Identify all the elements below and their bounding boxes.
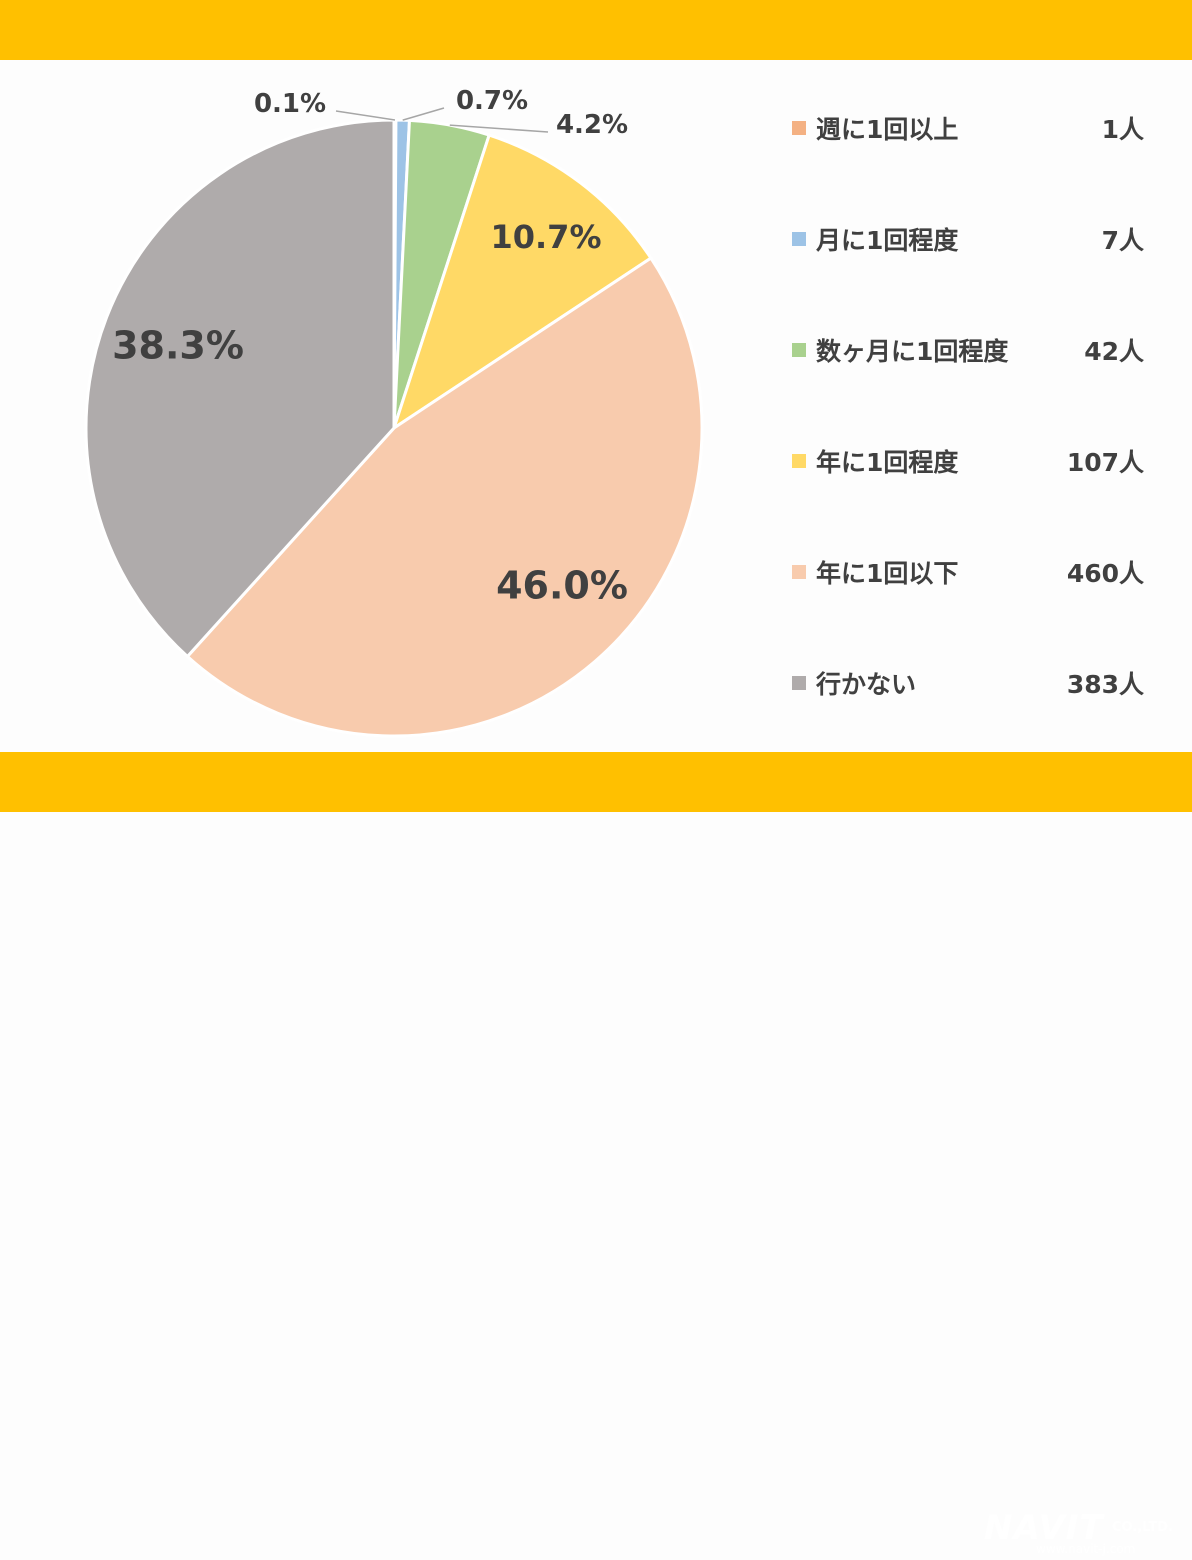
logo-suffix: CO.,LTD. xyxy=(1112,1520,1173,1535)
pie-chart: 0.1% 0.7% 4.2% 10.7% 46.0% 38.3% xyxy=(84,86,704,738)
legend-label: 年に1回程度 xyxy=(816,448,959,477)
logo-url: www.navit-j.com xyxy=(1036,1542,1136,1556)
legend-count: 460人 xyxy=(1066,559,1144,588)
legend-item: 年に1回程度 107人 xyxy=(792,441,1144,481)
legend-count: 7人 xyxy=(1101,226,1144,255)
legend-item: 月に1回程度 7人 xyxy=(792,219,1144,259)
legend-label: 週に1回以上 xyxy=(816,115,959,144)
data-label: 10.7% xyxy=(490,218,601,256)
pie-slice xyxy=(185,256,704,738)
legend-swatch xyxy=(792,232,806,246)
company-logo: NAVIT CO.,LTD. www.navit-j.com xyxy=(984,1508,1184,1560)
legend-label: 月に1回程度 xyxy=(816,226,959,255)
legend-count: 383人 xyxy=(1066,670,1144,699)
pie-slice xyxy=(391,133,653,432)
bottom-banner: NAVIT CO.,LTD. www.navit-j.com xyxy=(0,752,1192,1556)
legend-item: 行かない 383人 xyxy=(792,663,1144,703)
legend-count: 107人 xyxy=(1066,448,1144,477)
data-label: 4.2% xyxy=(556,110,628,140)
legend-label: 数ヶ月に1回程度 xyxy=(816,337,1009,366)
legend-label: 行かない xyxy=(816,670,917,699)
legend-swatch xyxy=(792,565,806,579)
legend-count: 42人 xyxy=(1084,337,1144,366)
legend-swatch xyxy=(792,121,806,135)
legend-count: 1人 xyxy=(1101,115,1144,144)
legend-label: 年に1回以下 xyxy=(816,559,959,588)
leader-line xyxy=(449,124,549,133)
pie-slice xyxy=(84,118,396,659)
legend-item: 年に1回以下 460人 xyxy=(792,552,1144,592)
legend-item: 週に1回以上 1人 xyxy=(792,108,1144,148)
data-label: 0.1% xyxy=(254,89,326,119)
leader-line xyxy=(402,107,445,121)
legend-swatch xyxy=(792,454,806,468)
leader-line xyxy=(335,110,396,121)
legend-swatch xyxy=(792,676,806,690)
legend-swatch xyxy=(792,343,806,357)
top-banner xyxy=(0,0,1192,60)
legend-item: 数ヶ月に1回程度 42人 xyxy=(792,330,1144,370)
data-label: 38.3% xyxy=(112,323,244,367)
data-label: 46.0% xyxy=(496,563,628,607)
data-label: 0.7% xyxy=(456,86,528,116)
